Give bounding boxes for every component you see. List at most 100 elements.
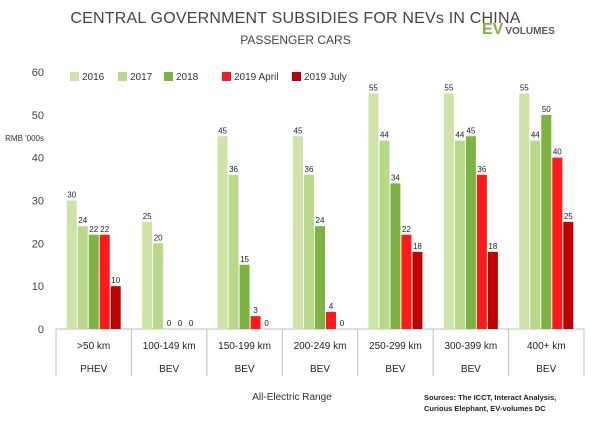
group-label: BEV (235, 364, 255, 375)
data-label: 55 (444, 83, 453, 92)
group-label: BEV (461, 364, 481, 375)
bar (379, 140, 390, 329)
y-tick-label: 40 (32, 153, 44, 165)
group-label: BEV (385, 364, 405, 375)
data-label: 18 (488, 242, 497, 251)
bar (228, 174, 239, 329)
data-label: 34 (391, 173, 400, 182)
y-tick-label: 50 (32, 110, 44, 122)
category-label: >50 km (77, 341, 110, 352)
legend-swatch (164, 72, 173, 81)
bar (66, 200, 77, 329)
bar (443, 93, 454, 330)
data-label: 36 (305, 165, 314, 174)
legend-swatch (118, 72, 127, 81)
data-label: 50 (542, 105, 551, 114)
group-label: BEV (310, 364, 330, 375)
data-label: 40 (553, 148, 562, 157)
bar (77, 226, 88, 329)
bar (541, 114, 552, 329)
sources-line-1: Sources: The ICCT, Interact Analysis, (424, 393, 557, 402)
data-label: 3 (253, 306, 258, 315)
bar (110, 286, 121, 329)
data-label: 15 (240, 255, 249, 264)
sources-line-2: Curious Elephant, EV-volumes DC (424, 404, 546, 413)
data-label: 0 (167, 319, 172, 328)
data-label: 30 (67, 191, 76, 200)
data-label: 55 (520, 83, 529, 92)
data-label: 10 (111, 276, 120, 285)
brand-volumes-text: VOLUMES (505, 26, 555, 37)
data-label: 22 (100, 225, 109, 234)
legend-entry: 2018 (176, 72, 199, 83)
data-label: 22 (402, 225, 411, 234)
group-label: BEV (159, 364, 179, 375)
bar (552, 157, 563, 329)
bar (142, 221, 153, 329)
bar (315, 226, 325, 329)
bar (530, 140, 541, 329)
y-tick-label: 60 (32, 67, 44, 79)
bar (476, 174, 487, 329)
bar (454, 140, 465, 329)
y-tick-label: 0 (38, 324, 44, 336)
data-label: 44 (380, 131, 389, 140)
y-tick-label: 30 (32, 196, 44, 208)
data-label: 45 (218, 126, 227, 135)
sources-note: Sources: The ICCT, Interact Analysis, Cu… (424, 392, 584, 414)
bar (304, 174, 314, 329)
chart-subtitle: PASSENGER CARS (240, 33, 351, 47)
data-label: 24 (316, 216, 325, 225)
data-label: 0 (189, 319, 194, 328)
bar (401, 234, 412, 329)
category-label: 250-299 km (369, 341, 422, 352)
ev-volumes-logo: EV VOLUMES (482, 21, 555, 39)
legend-entry: 2016 (82, 72, 105, 83)
bar (239, 264, 250, 329)
data-label: 0 (178, 319, 183, 328)
data-label: 25 (143, 212, 152, 221)
data-label: 44 (531, 131, 540, 140)
legend-entry: 2017 (130, 72, 153, 83)
category-label: 200-249 km (294, 341, 347, 352)
legend-entry: 2019 July (304, 72, 347, 83)
bar (487, 251, 498, 329)
bar (250, 316, 261, 329)
data-label: 55 (369, 83, 378, 92)
data-label: 44 (455, 131, 464, 140)
y-tick-label: 20 (32, 238, 44, 250)
data-label: 0 (264, 319, 269, 328)
legend-swatch (222, 72, 231, 81)
data-label: 4 (329, 302, 334, 311)
category-label: 150-199 km (218, 341, 271, 352)
group-label: PHEV (80, 364, 108, 375)
data-label: 24 (78, 216, 87, 225)
bar (465, 136, 476, 329)
category-label: 300-399 km (444, 341, 497, 352)
legend-swatch (292, 72, 301, 81)
group-label: BEV (536, 364, 556, 375)
data-label: 0 (340, 319, 345, 328)
data-label: 45 (294, 126, 303, 135)
data-label: 25 (564, 212, 573, 221)
data-label: 20 (154, 233, 163, 242)
y-tick-label: 10 (32, 281, 44, 293)
y-axis-label: RMB '000s (5, 134, 44, 143)
bar (88, 234, 99, 329)
chart-title: CENTRAL GOVERNMENT SUBSIDIES FOR NEVs IN… (70, 10, 521, 27)
data-label: 45 (466, 126, 475, 135)
bar (217, 136, 228, 329)
bar (563, 221, 574, 329)
brand-ev-text: EV (482, 21, 504, 38)
category-label: 100-149 km (143, 341, 196, 352)
bar (519, 93, 530, 330)
legend-swatch (70, 72, 79, 81)
bar (390, 183, 401, 329)
bar (99, 234, 110, 329)
bar (368, 93, 379, 330)
legend-entry: 2019 April (234, 72, 278, 83)
bar (412, 251, 423, 329)
bar (293, 136, 303, 329)
bar (326, 311, 336, 329)
